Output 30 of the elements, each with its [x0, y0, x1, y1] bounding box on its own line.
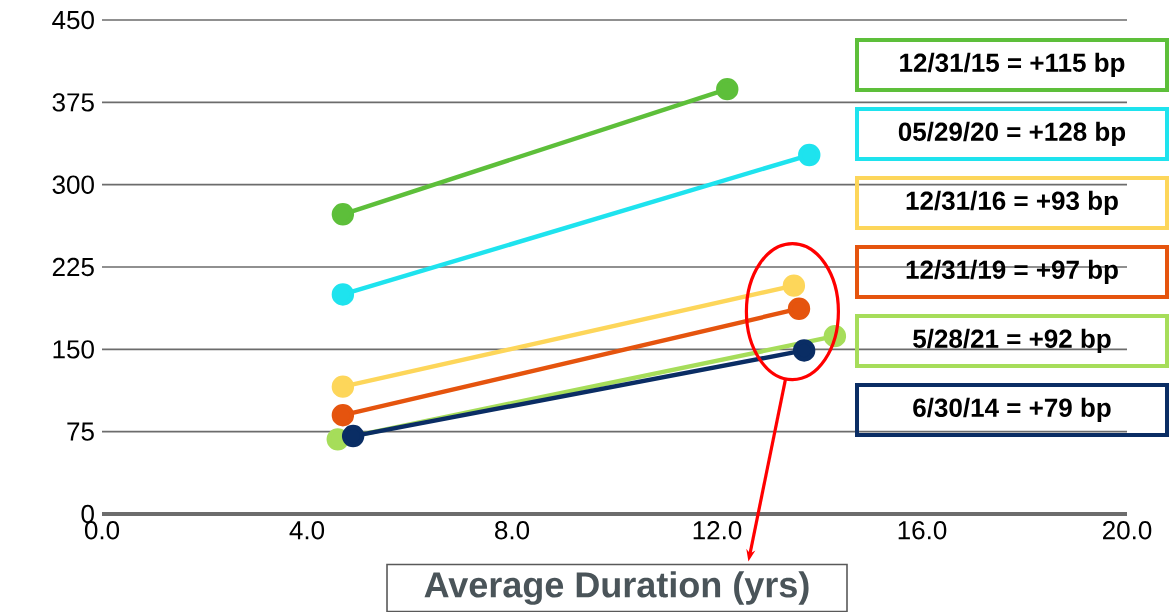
x-tick-label: 4.0 — [289, 521, 325, 540]
text: 6/30/14 = +79 bp — [913, 397, 1111, 423]
x-tick-label: 20.0 — [1103, 521, 1152, 540]
point — [331, 203, 355, 226]
point — [798, 143, 821, 167]
point — [331, 404, 355, 427]
x-tick-label: 0.0 — [84, 521, 120, 540]
y-tick-label: 0 — [81, 504, 94, 524]
x-tick-label: 12.0 — [693, 521, 742, 540]
point — [782, 274, 806, 297]
point — [787, 297, 811, 320]
point — [792, 339, 816, 362]
point — [341, 424, 365, 448]
y-tick-label: 75 — [67, 422, 94, 441]
text: 12/31/19 = +97 bp — [906, 259, 1118, 285]
x-axis-title: Average Duration (yrs) — [424, 571, 809, 605]
y-tick-label: 300 — [52, 175, 94, 194]
text: 12/31/16 = +93 bp — [906, 190, 1118, 216]
point — [331, 375, 355, 398]
y-tick-label: 225 — [52, 257, 94, 277]
y-tick-label: 150 — [53, 340, 94, 359]
y-tick-label: 375 — [52, 93, 94, 112]
text: 5/28/21 = +92 bp — [913, 328, 1111, 354]
text: 12/31/15 = +115 bp — [900, 52, 1125, 78]
x-tick-label: 16.0 — [898, 521, 947, 540]
point — [331, 283, 355, 306]
y-tick-label: 450 — [52, 10, 94, 30]
text: 05/29/20 = +128 bp — [898, 121, 1126, 147]
x-tick-label: 8.0 — [495, 521, 530, 540]
point — [716, 77, 739, 101]
